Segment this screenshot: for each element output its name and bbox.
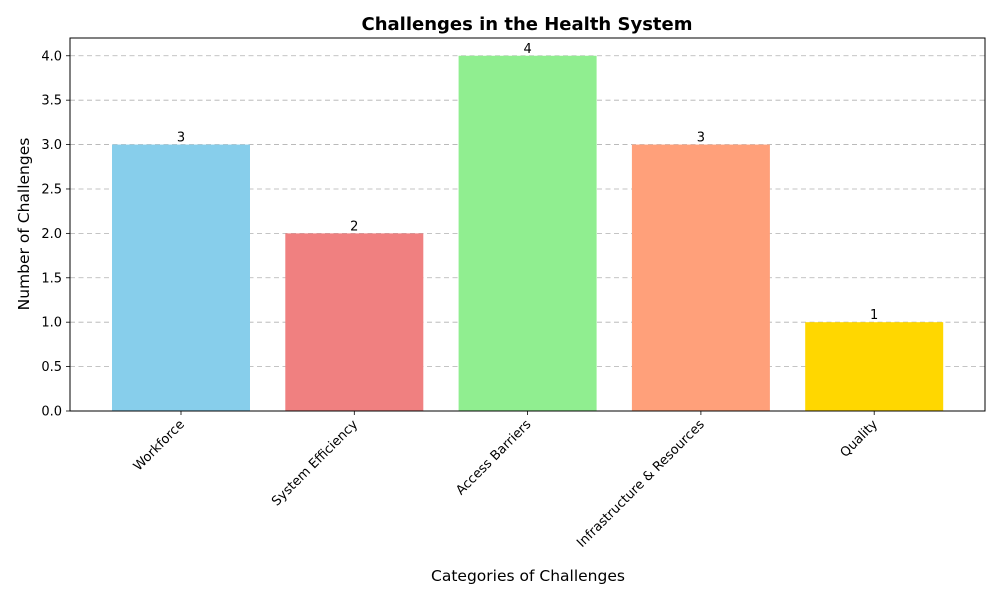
x-axis-label: Categories of Challenges bbox=[431, 567, 625, 585]
chart-title: Challenges in the Health System bbox=[361, 14, 692, 35]
x-tick-label: Workforce bbox=[131, 417, 188, 474]
y-tick-label: 2.5 bbox=[41, 182, 62, 197]
x-axis: Workforce System Efficiency Access Barrier… bbox=[131, 411, 881, 551]
data-label: 3 bbox=[697, 131, 705, 146]
y-tick-label: 3.5 bbox=[41, 94, 62, 109]
data-label: 3 bbox=[177, 131, 185, 146]
bar bbox=[805, 322, 944, 411]
bars bbox=[112, 55, 944, 412]
y-axis-label: Number of Challenges bbox=[15, 138, 33, 311]
y-tick-label: 2.0 bbox=[41, 227, 62, 242]
bar bbox=[285, 233, 424, 411]
x-tick-label: Infrastructure & Resources bbox=[574, 417, 708, 551]
y-tick-label: 1.0 bbox=[41, 316, 62, 331]
bar bbox=[458, 55, 597, 412]
bar bbox=[631, 144, 770, 412]
x-tick-label: Access Barriers bbox=[453, 417, 534, 498]
y-tick-label: 4.0 bbox=[41, 49, 62, 64]
data-label: 4 bbox=[523, 42, 531, 57]
x-tick-label: System Efficiency bbox=[269, 417, 361, 509]
x-tick-label: Quality bbox=[838, 417, 882, 461]
data-label: 2 bbox=[350, 219, 358, 234]
y-tick-label: 1.5 bbox=[41, 271, 62, 286]
bar bbox=[112, 144, 250, 412]
y-tick-label: 3.0 bbox=[41, 138, 62, 153]
data-labels: 3 2 4 3 1 bbox=[177, 42, 878, 323]
y-axis: 0.0 0.5 1.0 1.5 2.0 2.5 3.0 3.5 4.0 bbox=[41, 49, 70, 420]
data-label: 1 bbox=[870, 308, 878, 323]
y-tick-label: 0.0 bbox=[41, 405, 62, 420]
y-tick-label: 0.5 bbox=[41, 360, 62, 375]
